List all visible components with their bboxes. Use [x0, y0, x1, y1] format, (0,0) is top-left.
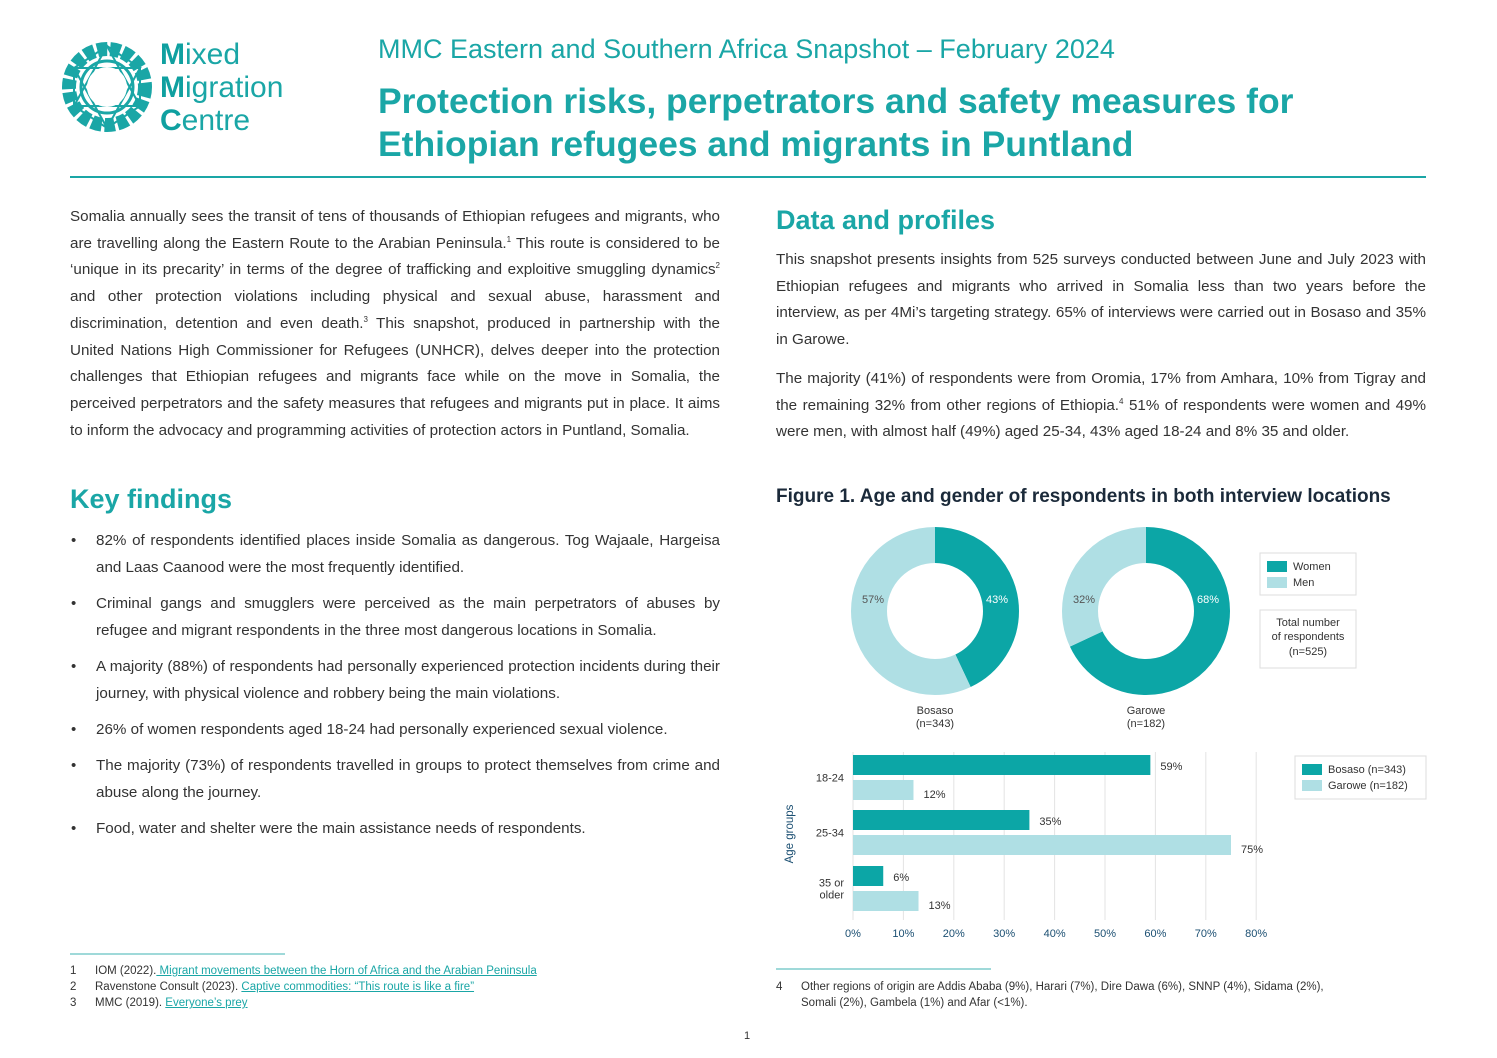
footnote-4-continued: Somali (2%), Gambela (1%) and Afar (<1%)…: [801, 997, 1028, 1009]
total-respondents-line-1: Total number: [1276, 617, 1340, 629]
footnote-3-link[interactable]: Everyone’s prey: [165, 997, 248, 1009]
key-findings-heading: Key findings: [70, 484, 233, 514]
footnote-3: 3 MMC (2019). Everyone’s prey: [70, 997, 248, 1009]
list-item: A majority (88%) of respondents had pers…: [70, 653, 720, 707]
donut-location-count: (n=343): [916, 718, 954, 730]
donut-value-label: 32%: [1073, 594, 1095, 606]
legend-label-bosaso: Bosaso (n=343): [1328, 764, 1406, 776]
bar-value-label: 35%: [1039, 816, 1061, 828]
bar-bosaso: [853, 866, 884, 886]
donut-slice-men: [851, 527, 1019, 695]
y-axis-title: Age groups: [784, 804, 796, 863]
x-tick-label: 60%: [1144, 928, 1166, 940]
legend-label-women: Women: [1293, 561, 1331, 573]
mmc-logo: Mixed Migration Centre: [58, 38, 318, 138]
figure-title: Figure 1. Age and gender of respondents …: [776, 486, 1391, 507]
header-divider: [70, 176, 1426, 178]
y-category-label: 25-34: [816, 828, 844, 840]
page-number: 1: [744, 1030, 751, 1042]
x-tick-label: 50%: [1094, 928, 1116, 940]
donut-value-label: 57%: [862, 594, 884, 606]
donut-value-label: 43%: [986, 594, 1008, 606]
donut-location-label: Garowe: [1127, 705, 1166, 717]
x-tick-label: 10%: [892, 928, 914, 940]
bar-bosaso: [853, 755, 1151, 775]
footnote-2-link[interactable]: Captive commodities: “This route is like…: [241, 981, 475, 993]
y-category-label: 18-24: [816, 773, 844, 785]
bar-value-label: 59%: [1160, 761, 1182, 773]
total-respondents-line-3: (n=525): [1289, 646, 1327, 658]
total-respondents-line-2: of respondents: [1272, 631, 1345, 643]
bar-bosaso: [853, 810, 1030, 830]
x-tick-label: 0%: [845, 928, 861, 940]
age-group-bar-chart: 0% 10% 20% 30% 40% 50% 60% 70% 80% 18-24 59% 12% 25…: [784, 752, 1427, 940]
bar-value-label: 13%: [929, 900, 951, 912]
list-item: 26% of women respondents aged 18-24 had …: [70, 716, 720, 743]
x-tick-label: 70%: [1195, 928, 1217, 940]
y-category-label: older: [820, 890, 845, 902]
legend-label-garowe: Garowe (n=182): [1328, 780, 1408, 792]
footnote-4: 4 Other regions of origin are Addis Ababa…: [776, 981, 1324, 993]
total-respondents-box: [1259, 609, 1357, 669]
data-profiles-heading: Data and profiles: [776, 205, 996, 235]
bar-value-label: 12%: [923, 789, 945, 801]
list-item: 82% of respondents identified places ins…: [70, 527, 720, 581]
legend-box: [1259, 552, 1357, 596]
x-tick-label: 20%: [943, 928, 965, 940]
gender-donut-chart: 43% 57% Bosaso(n=343) 68% 32% Garowe(n=182) W…: [851, 527, 1357, 730]
footnote-1: 1 IOM (2022). Migrant movements between t…: [70, 965, 537, 977]
bar-garowe: [853, 891, 919, 911]
logo-line-2: Migration: [160, 71, 284, 104]
intro-paragraph: Somalia annually sees the transit of ten…: [70, 208, 720, 439]
donut-slice-men: [1062, 527, 1230, 695]
legend-label-men: Men: [1293, 577, 1314, 589]
x-tick-label: 40%: [1044, 928, 1066, 940]
bar-value-label: 6%: [893, 872, 909, 884]
legend-swatch-men: [1267, 577, 1287, 588]
list-item: The majority (73%) of respondents travel…: [70, 752, 720, 806]
x-tick-label: 80%: [1245, 928, 1267, 940]
bar-garowe: [853, 780, 914, 800]
logo-line-3: Centre: [160, 104, 251, 137]
legend-swatch-women: [1267, 561, 1287, 572]
y-category-label: 35 or: [819, 878, 844, 890]
legend-swatch-bosaso: [1302, 764, 1322, 775]
key-findings-list: 82% of respondents identified places ins…: [70, 527, 720, 851]
footnote-2: 2 Ravenstone Consult (2023). Captive comm…: [70, 981, 475, 993]
x-tick-label: 30%: [993, 928, 1015, 940]
data-profiles-paragraph-2: The majority (41%) of respondents were f…: [776, 370, 1427, 441]
page-title: Protection risks, perpetrators and safet…: [378, 81, 1294, 164]
logo-line-1: Mixed: [160, 38, 241, 71]
bar-value-label: 75%: [1241, 844, 1263, 856]
donut-location-label: Bosaso: [917, 705, 954, 717]
mmc-logo-icon: [62, 42, 152, 132]
donut-location-count: (n=182): [1127, 718, 1165, 730]
footnote-divider-right: [776, 968, 991, 970]
list-item: Criminal gangs and smugglers were percei…: [70, 590, 720, 644]
donut-value-label: 68%: [1197, 594, 1219, 606]
list-item: Food, water and shelter were the main as…: [70, 815, 720, 842]
footnote-1-link[interactable]: Migrant movements between the Horn of Af…: [156, 965, 537, 977]
report-series-title: MMC Eastern and Southern Africa Snapshot…: [378, 34, 1115, 64]
bar-garowe: [853, 835, 1231, 855]
footnote-divider-left: [70, 953, 285, 955]
legend-swatch-garowe: [1302, 780, 1322, 791]
bar-legend-box: [1294, 755, 1427, 800]
data-profiles-paragraph-1: This snapshot presents insights from 525…: [776, 251, 1426, 349]
